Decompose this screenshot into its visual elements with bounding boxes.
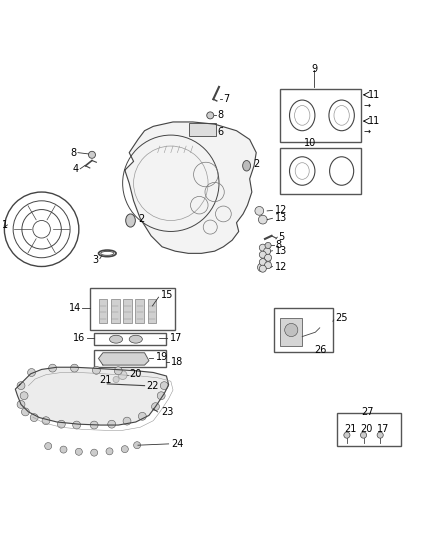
Text: 25: 25 (336, 313, 348, 323)
Circle shape (259, 265, 266, 272)
Circle shape (138, 413, 146, 420)
Circle shape (42, 417, 50, 425)
Circle shape (377, 432, 383, 438)
Circle shape (258, 263, 266, 272)
Circle shape (121, 446, 128, 453)
Text: 17: 17 (170, 333, 182, 343)
Text: 15: 15 (161, 290, 173, 300)
Text: 13: 13 (275, 213, 287, 223)
Text: 18: 18 (171, 357, 183, 367)
Text: 14: 14 (69, 303, 81, 313)
Text: 16: 16 (73, 333, 85, 343)
Circle shape (57, 420, 65, 428)
Bar (280, 318, 302, 346)
Text: 9: 9 (311, 63, 317, 74)
Text: 3: 3 (92, 255, 98, 265)
Text: 23: 23 (161, 407, 173, 417)
Circle shape (91, 449, 98, 456)
Ellipse shape (110, 335, 123, 343)
Circle shape (17, 400, 25, 408)
Text: 10: 10 (304, 138, 317, 148)
Text: 8: 8 (217, 110, 223, 120)
Text: 27: 27 (361, 407, 374, 417)
Circle shape (49, 364, 57, 372)
Circle shape (207, 112, 214, 119)
Text: 11: 11 (368, 90, 380, 100)
Circle shape (90, 421, 98, 429)
Circle shape (20, 392, 28, 400)
Circle shape (259, 244, 266, 251)
Text: 21: 21 (99, 375, 112, 384)
Text: 2: 2 (138, 214, 144, 224)
Text: 20: 20 (360, 424, 373, 433)
Text: 17: 17 (377, 424, 389, 433)
Text: 12: 12 (275, 205, 287, 215)
Circle shape (113, 376, 119, 383)
Circle shape (108, 420, 116, 428)
Text: →: → (364, 101, 371, 110)
Text: 5: 5 (278, 232, 284, 242)
Circle shape (258, 215, 267, 224)
Text: 20: 20 (129, 369, 141, 379)
Circle shape (265, 262, 272, 269)
Ellipse shape (243, 160, 251, 171)
Circle shape (71, 364, 78, 372)
Circle shape (285, 324, 298, 336)
Circle shape (118, 371, 127, 379)
Bar (99, 300, 107, 324)
Circle shape (28, 368, 35, 376)
Circle shape (17, 382, 25, 390)
Circle shape (134, 442, 141, 449)
Text: 6: 6 (218, 127, 224, 136)
Text: 2: 2 (253, 159, 259, 169)
Circle shape (160, 382, 168, 390)
Text: 8: 8 (71, 148, 77, 158)
Polygon shape (15, 367, 169, 425)
Bar (123, 300, 132, 324)
Circle shape (152, 403, 159, 410)
Text: 21: 21 (344, 424, 356, 433)
Text: 24: 24 (171, 439, 183, 449)
Circle shape (265, 254, 272, 261)
Text: 12: 12 (275, 262, 287, 271)
Text: 19: 19 (155, 352, 168, 362)
Circle shape (261, 256, 270, 265)
Text: 13: 13 (275, 246, 287, 256)
Ellipse shape (129, 335, 142, 343)
Circle shape (106, 448, 113, 455)
Circle shape (73, 421, 81, 429)
Text: 22: 22 (147, 381, 159, 391)
Circle shape (344, 432, 350, 438)
Circle shape (259, 251, 266, 258)
Circle shape (45, 442, 52, 449)
Circle shape (255, 206, 264, 215)
Text: 7: 7 (223, 94, 230, 104)
Circle shape (360, 432, 367, 438)
Polygon shape (125, 122, 256, 253)
Text: 8: 8 (275, 240, 281, 251)
Ellipse shape (126, 214, 135, 227)
FancyBboxPatch shape (189, 123, 216, 136)
Text: 4: 4 (72, 164, 78, 174)
Text: 26: 26 (314, 345, 327, 355)
Bar (111, 300, 120, 324)
Bar (148, 300, 156, 324)
Circle shape (75, 448, 82, 455)
Circle shape (21, 408, 29, 416)
Circle shape (88, 151, 95, 158)
Text: →: → (364, 127, 371, 136)
Circle shape (264, 248, 271, 255)
Circle shape (265, 243, 271, 248)
Circle shape (114, 367, 122, 375)
Circle shape (123, 417, 131, 425)
Circle shape (157, 392, 165, 400)
Text: 1: 1 (2, 220, 8, 230)
Circle shape (259, 259, 266, 265)
Bar (135, 300, 144, 324)
Circle shape (60, 446, 67, 453)
Polygon shape (99, 353, 149, 365)
Circle shape (92, 366, 100, 374)
Circle shape (30, 414, 38, 422)
Text: 11: 11 (368, 116, 380, 126)
